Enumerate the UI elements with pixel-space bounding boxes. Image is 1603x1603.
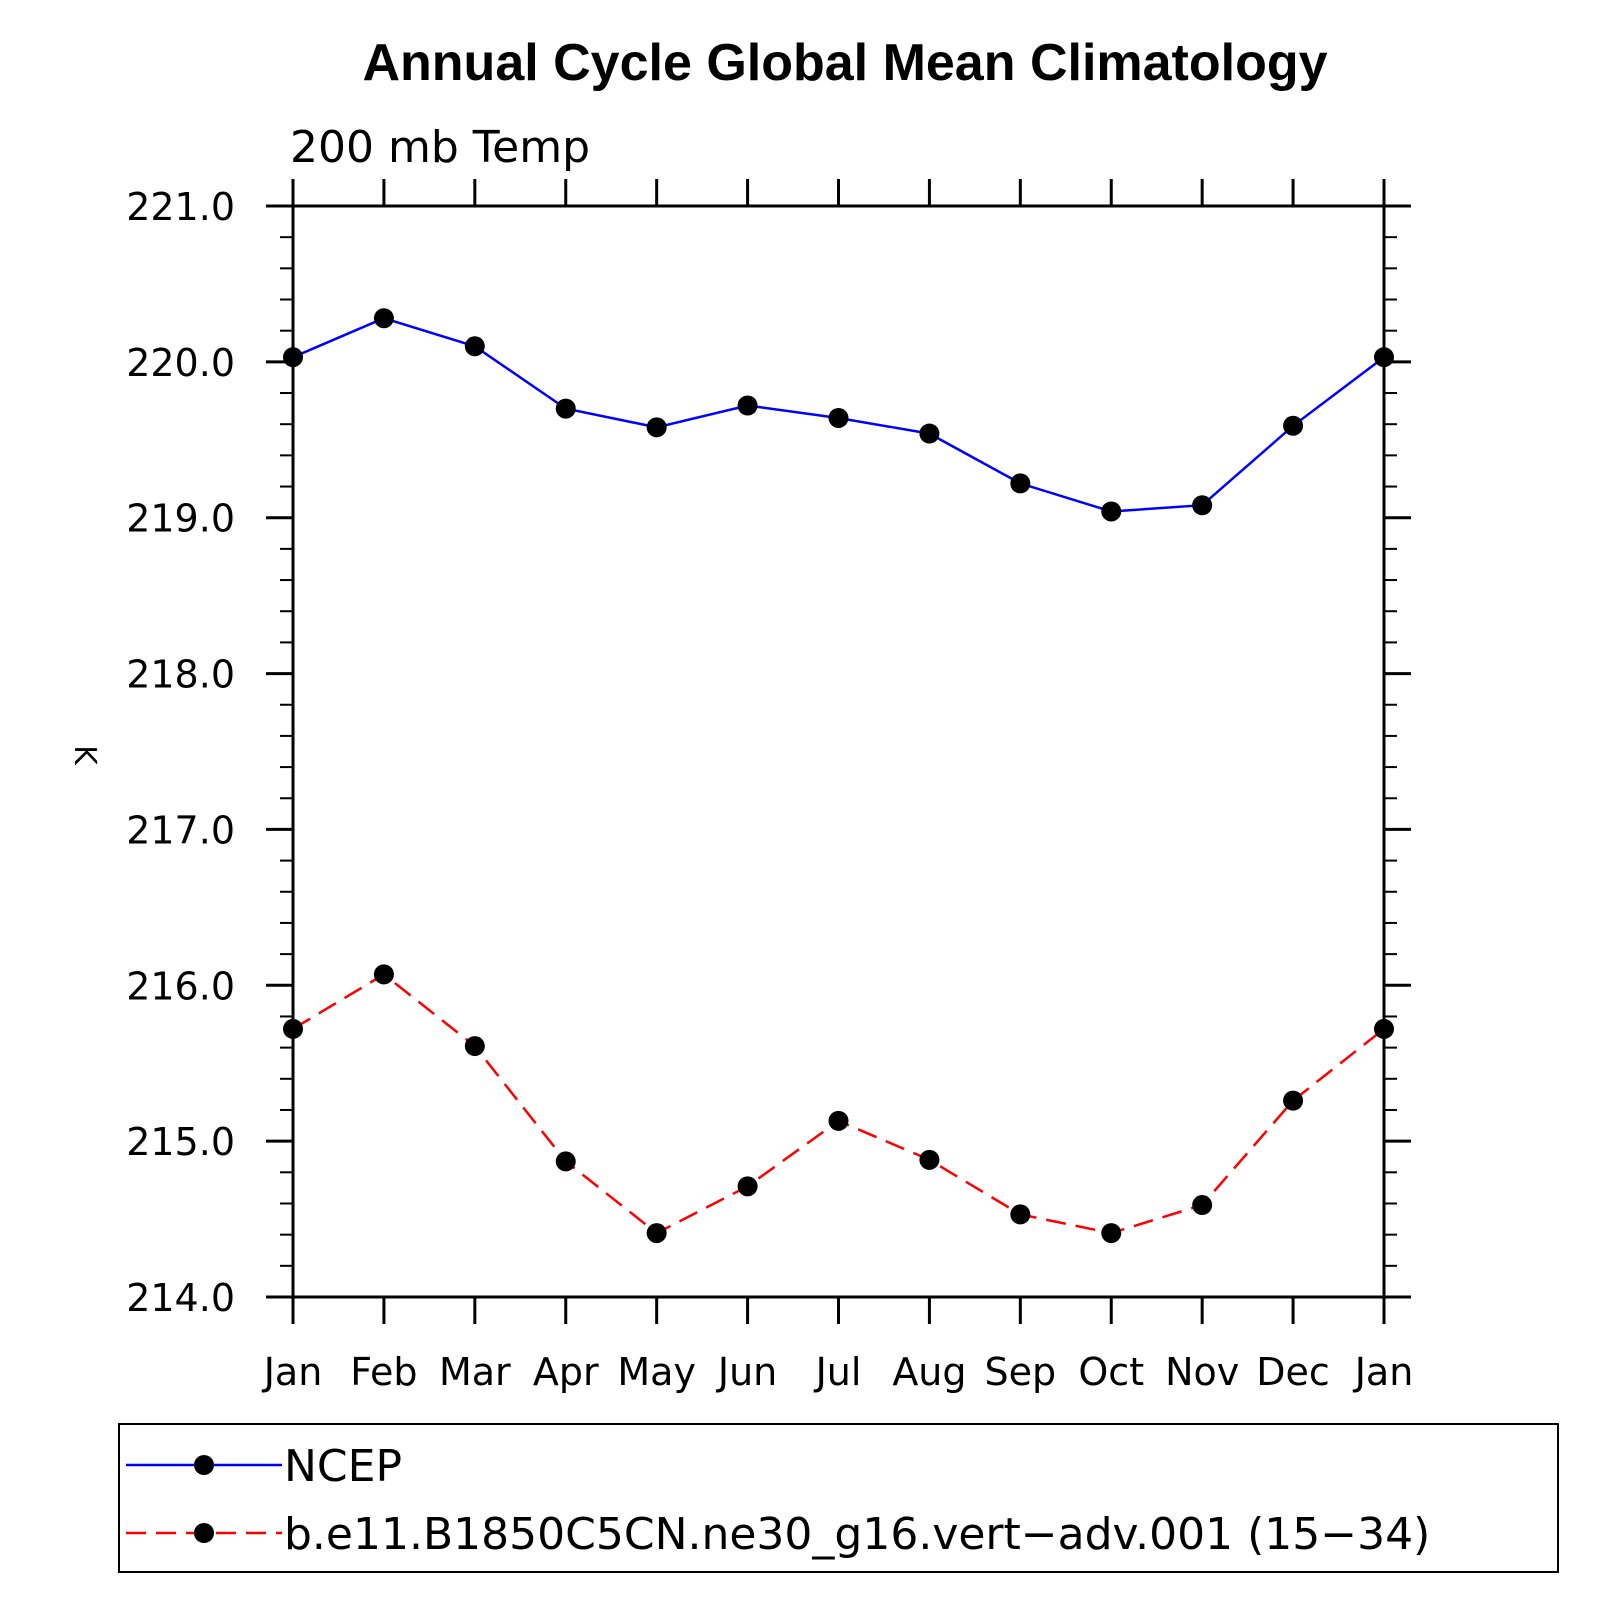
y-tick-label: 215.0: [126, 1120, 235, 1164]
x-tick-label: Feb: [350, 1350, 417, 1394]
x-tick-label: Dec: [1256, 1350, 1330, 1394]
data-point: [737, 1176, 758, 1197]
data-point: [464, 1036, 485, 1057]
legend-frame: [118, 1423, 1559, 1573]
data-point: [373, 964, 394, 985]
chart-subtitle: 200 mb Temp: [290, 122, 590, 173]
data-point: [828, 407, 849, 428]
x-tick-label: Aug: [892, 1350, 966, 1394]
data-point: [555, 1151, 576, 1172]
data-point: [828, 1110, 849, 1131]
series-layer: [283, 308, 1394, 1244]
data-point: [1101, 1223, 1122, 1244]
x-tick-label: Jan: [1353, 1350, 1414, 1394]
x-tick-label: Sep: [985, 1350, 1057, 1394]
x-tick-labels: Jan Feb Mar Apr May Jun Jul Aug Sep Oct Nov Dec Jan: [262, 1350, 1414, 1394]
data-point: [1010, 473, 1031, 494]
data-point: [1374, 347, 1394, 368]
x-tick-label: Apr: [533, 1350, 599, 1394]
data-point: [919, 423, 940, 444]
series-line-1: [292, 972, 1385, 1235]
y-axis-label: K: [67, 745, 102, 766]
y-tick-label: 214.0: [126, 1276, 235, 1320]
data-point: [1283, 1090, 1304, 1111]
data-point: [464, 336, 485, 357]
y-tick-label: 219.0: [126, 497, 235, 541]
x-tick-label: Oct: [1078, 1350, 1144, 1394]
data-point: [1101, 501, 1122, 522]
x-tick-label: Jun: [716, 1350, 777, 1394]
data-point: [1010, 1204, 1031, 1225]
data-point: [373, 308, 394, 329]
data-point: [555, 398, 576, 419]
legend-label-ncep: NCEP: [284, 1441, 402, 1492]
data-point: [1192, 1195, 1213, 1216]
data-point: [737, 395, 758, 416]
legend-marker-ncep: [194, 1455, 214, 1475]
legend: NCEP b.e11.B1850C5CN.ne30_g16.vert−adv.0…: [118, 1423, 1559, 1573]
y-tick-labels: 214.0 215.0 216.0 217.0 218.0 219.0 220.0 221.0: [126, 185, 235, 1320]
x-tick-label: Jul: [814, 1350, 862, 1394]
data-point: [1192, 495, 1213, 516]
data-point: [646, 1223, 667, 1244]
y-tick-label: 216.0: [126, 964, 235, 1008]
plot-frame: [291, 204, 1386, 1299]
data-point: [1374, 1018, 1394, 1039]
y-tick-label: 218.0: [126, 653, 235, 697]
y-tick-label: 221.0: [126, 185, 235, 229]
x-tick-label: Nov: [1165, 1350, 1239, 1394]
data-point: [1283, 415, 1304, 436]
legend-label-model: b.e11.B1850C5CN.ne30_g16.vert−adv.001 (1…: [284, 1509, 1430, 1560]
y-tick-label: 220.0: [126, 341, 235, 385]
axis-ticks: [266, 179, 1411, 1324]
data-point: [919, 1149, 940, 1170]
data-point: [283, 347, 303, 368]
chart-title: Annual Cycle Global Mean Climatology: [362, 34, 1327, 92]
legend-marker-model: [194, 1523, 214, 1543]
y-tick-label: 217.0: [126, 808, 235, 852]
x-tick-label: Jan: [262, 1350, 323, 1394]
x-tick-label: Mar: [439, 1350, 511, 1394]
data-point: [646, 417, 667, 438]
x-tick-label: May: [617, 1350, 696, 1394]
data-point: [283, 1018, 303, 1039]
